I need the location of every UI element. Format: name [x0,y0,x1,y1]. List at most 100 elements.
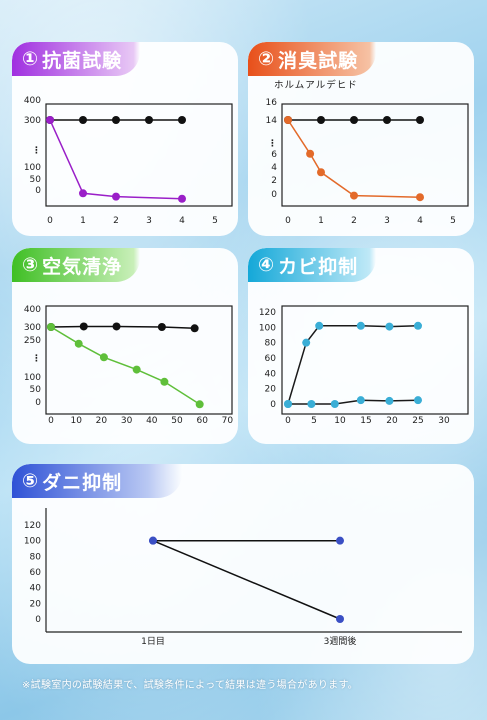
x-tick-label: 15 [360,416,371,426]
y-tick-label: 60 [30,568,42,578]
data-point [112,322,121,331]
x-tick-label: 0 [48,416,54,426]
data-point [317,116,325,124]
x-tick-label: 5 [311,416,317,426]
data-point [306,149,315,158]
x-tick-label: 20 [96,416,108,426]
y-tick-label: 100 [24,537,41,547]
plot-frame [281,103,469,207]
x-tick-label: 0 [285,216,291,226]
chart-mite: 0 20 40 60 80 100 120 1日目 3週間後 [24,508,462,647]
data-point [149,536,157,545]
x-tick-label: 2 [351,216,357,226]
data-point [284,116,292,124]
data-point [112,192,120,201]
y-tick-label: 0 [35,186,41,196]
data-point [47,323,55,331]
x-tick-label: 4 [417,216,423,226]
x-tick-label: 30 [438,416,450,426]
data-point [99,353,108,362]
data-point [385,396,394,405]
y-tick-label: 40 [265,369,277,379]
y-tick-label: 60 [265,354,277,364]
tab-mold: ④ カビ抑制 [248,248,377,282]
x-tick-label: 40 [146,416,158,426]
data-point [330,400,339,408]
plot-frame [45,305,233,415]
tab-number: ② [258,48,276,70]
x-tick-label: 3 [384,216,390,226]
y-tick-label: 4 [271,163,277,173]
tab-number: ③ [22,254,40,276]
data-point [315,321,324,330]
y-tick-label: 120 [24,521,41,531]
y-tick-label: 100 [24,163,41,173]
data-point [157,323,166,331]
tab-label: 空気清浄 [42,255,123,278]
x-tick-label: 10 [70,416,82,426]
y-tick-label: 50 [30,385,42,395]
y-tick-label: ⋮ [32,146,41,156]
data-point [416,116,424,124]
data-point [414,321,422,330]
y-tick-label: ⋮ [268,139,277,149]
chart-card-deodorant: ② 消臭試験 ホルムアルデヒド 0 1 2 3 4 5 0 2 4 6 ⋮ 14 16 [248,42,474,236]
data-point [307,400,316,408]
data-point [178,194,186,203]
chart-mold: 0 5 10 15 20 25 30 0 20 40 60 80 100 120 [259,305,469,426]
data-point [336,536,344,545]
x-tick-label: 3 [146,216,152,226]
series-line [152,540,341,620]
x-tick-label: 0 [47,216,53,226]
chart-card-air-purify: ③ 空気清浄 0 10 20 30 40 50 60 70 0 50 100 ⋮ 250 300 400 [12,248,238,444]
data-point [336,615,344,623]
data-point [79,189,87,198]
y-tick-label: 100 [259,323,276,333]
x-tick-label: 1 [80,216,86,226]
chart-air-purify: 0 10 20 30 40 50 60 70 0 50 100 ⋮ 250 300 400 [24,305,234,426]
chart-card-mite: ⑤ ダニ抑制 0 20 40 60 80 100 120 1日目 3週間後 [12,464,474,664]
data-point [195,400,204,409]
data-point [132,365,141,374]
data-point [317,168,325,177]
y-tick-label: 16 [266,98,278,108]
x-tick-label: 50 [171,416,183,426]
tab-deodorant: ② 消臭試験 [248,42,377,76]
series-line [49,119,183,200]
y-tick-label: 300 [24,116,41,126]
x-tick-label: 25 [412,416,423,426]
y-tick-label: 14 [266,116,278,126]
x-tick-label: 0 [285,416,291,426]
data-point [416,193,424,202]
chart-deodorant: 0 1 2 3 4 5 0 2 4 6⋮ 14 16 [266,98,469,226]
y-tick-label: 400 [24,96,41,106]
x-tick-label: 1日目 [141,636,165,647]
series-line [50,325,195,330]
data-point [112,116,120,124]
y-tick-label: 100 [24,373,41,383]
data-point [356,396,365,405]
x-tick-label: 5 [212,216,218,226]
chart-card-antibacterial: ① 抗菌試験 0 1 2 3 4 5 0 50 100 ⋮ 300 400 [12,42,238,236]
plot-frame [45,103,233,207]
y-tick-label: 40 [30,584,42,594]
data-point [350,116,358,124]
y-tick-label: 0 [35,398,41,408]
data-point [414,396,422,405]
x-tick-label: 20 [386,416,398,426]
footnote: ※試験室内の試験結果で、試験条件によって結果は違う場合があります。 [22,680,359,691]
data-point [46,116,54,124]
tab-antibacterial: ① 抗菌試験 [12,42,141,76]
data-point [190,324,199,333]
tab-number: ⑤ [22,470,40,492]
y-tick-label: ⋮ [32,354,41,364]
y-tick-label: 0 [271,190,277,200]
data-point [79,116,87,124]
series-line [287,325,419,405]
y-tick-label: 0 [35,615,41,625]
x-tick-label: 5 [450,216,456,226]
data-point [74,339,83,348]
tab-label: ダニ抑制 [42,471,123,494]
y-tick-label: 20 [30,599,42,609]
data-point [145,116,153,124]
